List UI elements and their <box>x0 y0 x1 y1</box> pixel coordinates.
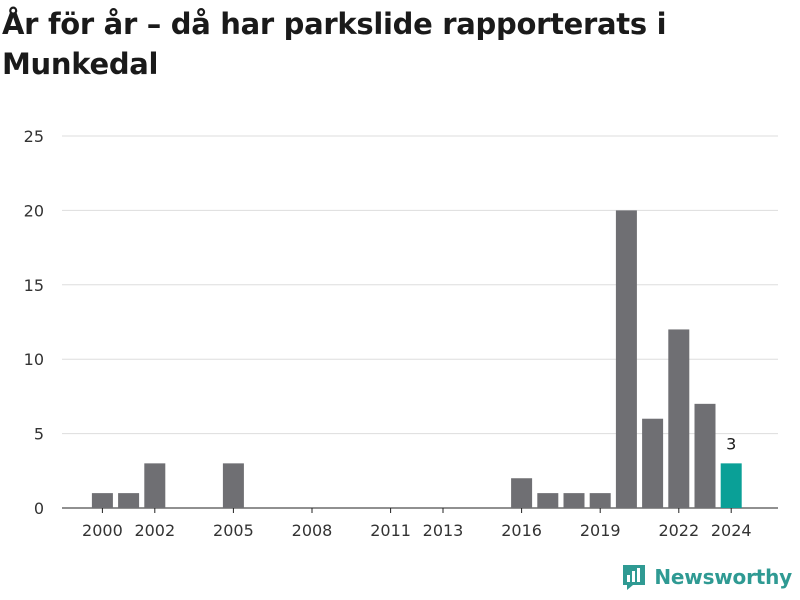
x-tick-label: 2011 <box>370 521 411 540</box>
brand-logo: Newsworthy <box>621 562 792 592</box>
y-tick-label: 5 <box>34 425 44 444</box>
x-tick-label: 2005 <box>213 521 254 540</box>
data-label-2024: 3 <box>726 434 736 453</box>
brand-name: Newsworthy <box>654 565 792 589</box>
x-tick-label: 2022 <box>658 521 699 540</box>
bar-2022 <box>668 329 690 508</box>
x-tick-label: 2024 <box>711 521 752 540</box>
x-tick-label: 2000 <box>82 521 123 540</box>
bar-2023 <box>694 403 716 508</box>
bar-2018 <box>563 493 585 508</box>
bar-2019 <box>589 493 611 508</box>
bar-2001 <box>118 493 140 508</box>
x-axis-ticks: 2000 2002 2005 2008 2011 2013 2016 2019 2022 2024 <box>82 508 752 540</box>
bar-2002 <box>144 463 166 508</box>
grid-lines <box>62 135 778 509</box>
data-labels: 3 <box>726 434 736 453</box>
bars <box>91 210 742 508</box>
x-tick-label: 2002 <box>134 521 175 540</box>
y-axis-ticks: 0 5 10 15 20 25 <box>24 127 44 518</box>
bar-2005 <box>222 463 244 508</box>
x-tick-label: 2008 <box>292 521 333 540</box>
bar-2017 <box>537 493 559 508</box>
x-tick-label: 2013 <box>423 521 464 540</box>
bar-2020 <box>615 210 637 508</box>
x-tick-label: 2016 <box>501 521 542 540</box>
y-tick-label: 10 <box>24 350 44 369</box>
bar-2016 <box>511 478 533 508</box>
bar-2000 <box>91 493 113 508</box>
bar-2021 <box>642 418 664 508</box>
y-tick-label: 25 <box>24 127 44 146</box>
y-tick-label: 15 <box>24 276 44 295</box>
x-tick-label: 2019 <box>580 521 621 540</box>
y-tick-label: 20 <box>24 201 44 220</box>
chart-title: År för år – då har parkslide rapporterat… <box>2 7 667 81</box>
bar-2024 <box>720 463 742 508</box>
newsworthy-logo-icon <box>623 565 646 590</box>
y-tick-label: 0 <box>34 499 44 518</box>
